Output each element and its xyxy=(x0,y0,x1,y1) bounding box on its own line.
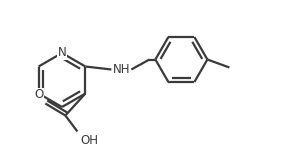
Text: NH: NH xyxy=(113,63,130,76)
Text: O: O xyxy=(34,88,43,102)
Text: OH: OH xyxy=(80,133,98,147)
Text: N: N xyxy=(58,47,66,59)
